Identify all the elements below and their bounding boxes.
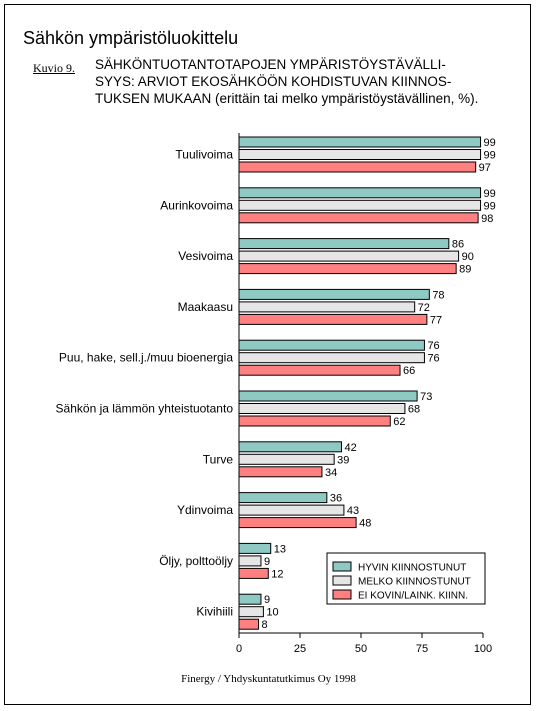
data-label: 8 — [262, 619, 268, 631]
data-label: 12 — [271, 568, 283, 580]
data-label: 66 — [403, 365, 415, 377]
bar — [238, 212, 479, 224]
bar — [238, 441, 342, 453]
x-tick-label: 100 — [474, 643, 492, 655]
data-label: 62 — [393, 416, 405, 428]
data-label: 99 — [484, 150, 496, 162]
category-label: Vesivoima — [178, 249, 233, 263]
bar — [238, 149, 482, 160]
data-label: 76 — [427, 353, 439, 365]
bar — [238, 301, 416, 313]
source-note: Finergy / Yhdyskuntatutkimus Oy 1998 — [181, 673, 356, 685]
chart-title: Sähkön ympäristöluokittelu — [23, 28, 239, 48]
category-label: Tuulivoima — [175, 148, 233, 162]
data-label: 10 — [266, 607, 278, 619]
bar — [238, 199, 482, 211]
data-label: 48 — [359, 518, 371, 530]
bar — [238, 364, 401, 376]
legend-label: HYVIN KIINNOSTUNUT — [358, 563, 466, 574]
legend-label: EI KOVIN/LAINK. KIINN. — [358, 591, 468, 602]
bar — [238, 415, 391, 427]
category-label: Maakaasu — [178, 300, 233, 314]
data-label: 89 — [459, 264, 471, 276]
x-tick-label: 25 — [294, 643, 306, 655]
bar — [238, 618, 260, 630]
data-label: 78 — [432, 289, 444, 301]
legend-box — [326, 552, 486, 605]
data-label: 99 — [484, 137, 496, 149]
x-tick-label: 0 — [236, 643, 242, 655]
data-label: 76 — [427, 340, 439, 352]
legend-swatch — [332, 561, 352, 572]
category-label: Puu, hake, sell.j./muu bioenergia — [59, 351, 233, 365]
bar — [238, 606, 264, 618]
bar — [238, 403, 406, 414]
bar — [238, 339, 425, 351]
subtitle-line: SYYS: ARVIOT EKOSÄHKÖÖN KOHDISTUVAN KIIN… — [95, 74, 452, 89]
data-label: 34 — [325, 467, 337, 479]
bar — [238, 466, 323, 478]
data-label: 86 — [452, 239, 464, 251]
bar — [238, 238, 450, 250]
data-label: 39 — [337, 454, 349, 466]
figure-label: Kuvio 9. — [33, 61, 75, 75]
bar — [238, 136, 482, 148]
bar — [238, 313, 428, 325]
data-label: 68 — [408, 404, 420, 416]
data-label: 98 — [481, 213, 493, 225]
data-label: 13 — [274, 543, 286, 555]
data-label: 9 — [264, 594, 270, 606]
bar — [238, 187, 482, 199]
bar — [238, 263, 457, 275]
data-label: 42 — [344, 442, 356, 454]
category-label: Öljy, polttoöljy — [159, 554, 233, 568]
bar — [238, 593, 262, 605]
data-label: 36 — [330, 493, 342, 505]
bar — [238, 288, 430, 300]
category-label: Ydinvoima — [177, 503, 233, 517]
x-tick-label: 50 — [355, 643, 367, 655]
data-label: 9 — [264, 556, 270, 568]
bar — [238, 517, 357, 529]
bar — [238, 250, 460, 262]
bar — [238, 567, 269, 579]
bar — [238, 352, 425, 364]
legend-label: MELKO KIINNOSTUNUT — [358, 577, 471, 588]
bar — [238, 453, 335, 465]
category-label: Sähkön ja lämmön yhteistuotanto — [56, 402, 234, 416]
bar — [238, 492, 328, 504]
category-label: Aurinkovoima — [160, 198, 233, 212]
chart-subtitle: SÄHKÖNTUOTANTOTAPOJEN YMPÄRISTÖYSTÄVÄLLI… — [95, 56, 525, 107]
bar — [238, 555, 262, 567]
data-label: 99 — [484, 200, 496, 212]
data-label: 99 — [484, 188, 496, 200]
bar — [238, 504, 345, 516]
category-label: Turve — [203, 452, 234, 466]
legend-swatch — [332, 589, 352, 600]
data-label: 77 — [430, 314, 442, 326]
data-label: 90 — [462, 251, 474, 263]
bar — [238, 542, 272, 554]
subtitle-line: TUKSEN MUKAAN (erittäin tai melko ympäri… — [95, 91, 479, 106]
x-tick-label: 75 — [416, 643, 428, 655]
category-label: Kivihiili — [196, 605, 233, 619]
legend-swatch — [332, 575, 352, 586]
bar — [238, 390, 418, 402]
data-label: 73 — [420, 391, 432, 403]
subtitle-line: SÄHKÖNTUOTANTOTAPOJEN YMPÄRISTÖYSTÄVÄLLI… — [95, 57, 446, 72]
bar — [238, 161, 477, 173]
data-label: 97 — [479, 162, 491, 174]
data-label: 43 — [347, 505, 359, 517]
data-label: 72 — [418, 302, 430, 314]
